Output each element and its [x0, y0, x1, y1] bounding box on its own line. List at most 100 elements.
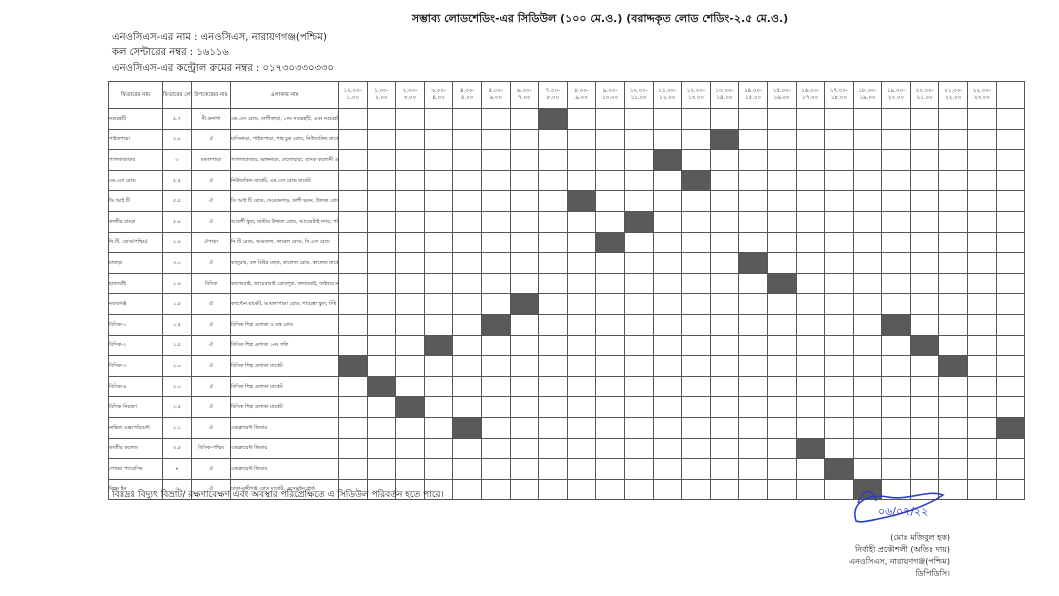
shed-slot	[795, 210, 826, 233]
shed-slot	[652, 190, 683, 212]
shed-slot	[938, 210, 969, 233]
shed-slot	[909, 108, 940, 130]
shed-slot	[824, 272, 854, 295]
shed-slot	[681, 293, 711, 315]
table-row: শেখভা প্যারেসিম ৪ ঐ একক্লায়েন্ট ফিডার	[108, 458, 1026, 480]
shed-slot	[538, 149, 568, 171]
header-time-slot: ১২.০০- ১৩.০০	[681, 81, 711, 109]
shed-slot	[538, 231, 568, 254]
shed-slot	[338, 458, 368, 480]
shed-slot	[967, 458, 997, 480]
shed-slot	[338, 128, 368, 151]
signature-mark: ০৬/০৭/২২	[854, 490, 945, 523]
shed-slot	[995, 128, 1026, 151]
shed-slot	[452, 437, 482, 460]
shed-slot	[681, 190, 711, 212]
time-slot-end: ১৯.০০	[859, 95, 876, 101]
shed-slot	[681, 334, 711, 357]
time-slot-start: ১৩.০০-	[715, 88, 734, 94]
feeder-load: ১.৫	[162, 334, 192, 357]
shed-slot	[395, 355, 425, 377]
time-slot-start: ১৯.০০-	[887, 88, 906, 94]
shed-slot	[681, 210, 711, 233]
signatory-org: ডিপিডিসি।	[915, 569, 950, 578]
shed-slot	[452, 293, 482, 315]
shed-slot	[967, 149, 997, 171]
shed-slot	[366, 293, 397, 315]
shed-slot	[509, 334, 540, 357]
table-row: নগুরহাঁট ৫.৭ নী.ডনাগা এম.এস রোড, ঢালীকাড়া,…	[108, 108, 1026, 130]
header-time-slot: ৮.০০- ৯.০০	[566, 81, 597, 109]
shed-slot	[595, 375, 625, 398]
shed-slot	[509, 190, 540, 212]
shed-slot	[795, 396, 826, 418]
time-slot-end: ৪.০০	[432, 95, 445, 101]
shed-slot	[423, 416, 454, 439]
feeder-name: শেখভা প্যারেসিম	[108, 458, 163, 480]
shed-slot	[738, 210, 768, 233]
shed-slot	[623, 128, 654, 151]
feeder-name: বিসিক-২	[108, 334, 163, 357]
shed-slot	[366, 355, 397, 377]
load-shedding-table: ফিডারের নাম ফিডারের লোড উপকেন্দ্রের নাম …	[108, 81, 1026, 501]
shed-slot	[824, 355, 854, 377]
time-slot-start: ৩.০০-	[431, 88, 446, 94]
feeder-load: ৩.২	[162, 252, 192, 274]
shed-slot	[852, 293, 883, 315]
shed-slot	[766, 416, 797, 439]
shed-slot	[480, 478, 511, 501]
shed-slot	[338, 210, 368, 233]
shed-slot	[538, 252, 568, 274]
area-name: বিসিক শিল্প এলাকা মার্কেট	[230, 396, 339, 418]
shed-slot	[395, 293, 425, 315]
substation-name: ঐ	[191, 128, 231, 151]
shed-slot	[538, 128, 568, 151]
shed-slot	[681, 458, 711, 480]
shed-slot	[766, 437, 797, 460]
shed-slot	[709, 375, 740, 398]
shed-slot	[709, 272, 740, 295]
shed-slot	[566, 272, 597, 295]
feeder-name: চাষাড়া	[108, 252, 163, 274]
shed-slot	[566, 375, 597, 398]
shed-slot	[881, 458, 911, 480]
shed-slot	[338, 190, 368, 212]
shed-slot	[452, 272, 482, 295]
shed-slot	[595, 458, 625, 480]
feeder-name: নবাবগঞ্জ	[108, 293, 163, 315]
shed-slot	[967, 478, 997, 501]
shed-slot	[881, 355, 911, 377]
shed-slot	[852, 334, 883, 357]
substation-name: ঐ	[191, 252, 231, 274]
feeder-load: ৩	[162, 149, 192, 171]
shed-slot	[566, 108, 597, 130]
shed-slot	[852, 210, 883, 233]
shed-slot	[824, 169, 854, 192]
shed-slot	[852, 252, 883, 274]
shed-slot	[595, 293, 625, 315]
shed-slot	[995, 437, 1026, 460]
shed-slot	[824, 293, 854, 315]
shed-slot	[881, 416, 911, 439]
shed-slot	[681, 252, 711, 274]
time-slot-end: ২.০০	[375, 95, 388, 101]
shed-slot	[938, 416, 969, 439]
shed-slot	[938, 293, 969, 315]
shed-slot	[824, 396, 854, 418]
shed-slot	[938, 375, 969, 398]
shed-slot	[338, 313, 368, 336]
shed-slot	[709, 210, 740, 233]
shed-slot	[852, 169, 883, 192]
shed-slot	[766, 128, 797, 151]
shed-slot	[623, 478, 654, 501]
shed-slot	[623, 416, 654, 439]
shed-slot	[423, 231, 454, 254]
shed-slot	[652, 478, 683, 501]
table-header-row: ফিডারের নাম ফিডারের লোড উপকেন্দ্রের নাম …	[108, 81, 1026, 109]
shed-slot	[738, 437, 768, 460]
shed-slot	[652, 396, 683, 418]
shed-slot	[852, 313, 883, 336]
shed-slot	[995, 458, 1026, 480]
signature-date: ০৬/০৭/২২	[878, 505, 928, 518]
shed-slot	[652, 334, 683, 357]
